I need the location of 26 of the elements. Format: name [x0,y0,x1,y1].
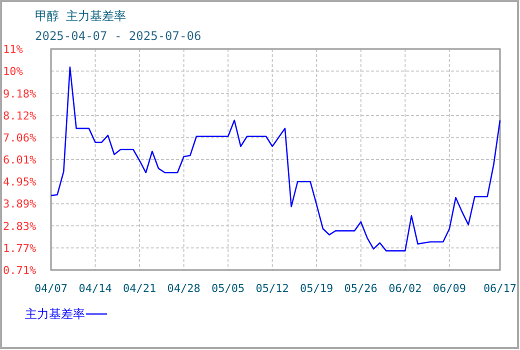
ytick: 2.83% [3,220,36,233]
xtick: 04/07 [34,282,68,295]
subtitle: 2025-04-07 - 2025-07-06 [35,29,202,43]
legend: 主力基差率 [25,307,107,321]
ytick: 11% [3,43,23,56]
xtick: 04/28 [167,282,200,295]
legend-label: 主力基差率 [25,307,85,321]
ytick: 3.89% [3,198,36,211]
ytick: 6.01% [3,154,36,166]
ytick: 8.12% [3,110,36,122]
xtick: 05/26 [344,282,378,295]
xtick: 04/14 [78,282,112,295]
ytick: 0.71% [3,264,36,277]
xtick: 05/19 [300,282,334,295]
ytick: 1.77% [3,242,36,255]
xtick: 05/12 [256,282,289,295]
xtick: 06/09 [432,282,466,295]
ytick: 4.95% [3,176,36,189]
xtick: 05/05 [212,282,245,295]
title: 甲醇 主力基差率 [35,9,126,23]
ytick: 9.18% [3,87,36,100]
xtick: 06/02 [388,282,422,295]
xtick: 06/17 [483,282,517,295]
ytick: 10% [3,65,23,78]
ytick: 7.06% [3,132,36,145]
xtick: 04/21 [122,282,156,295]
